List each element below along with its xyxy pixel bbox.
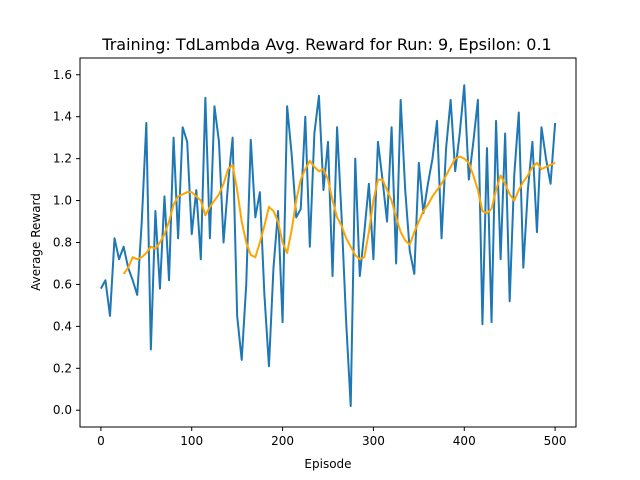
y-tick-label: 0.6 xyxy=(53,277,72,291)
x-tick-label: 400 xyxy=(453,434,476,448)
series-line-1 xyxy=(100,84,557,408)
y-axis-label: Average Reward xyxy=(29,193,43,291)
y-tick-label: 0.8 xyxy=(53,236,72,250)
y-tick-label: 1.2 xyxy=(53,152,72,166)
y-tick-label: 1.0 xyxy=(53,194,72,208)
y-tick-label: 0.2 xyxy=(53,361,72,375)
x-tick-label: 500 xyxy=(544,434,567,448)
x-tick-label: 300 xyxy=(362,434,385,448)
y-tick-label: 0.4 xyxy=(53,319,72,333)
chart-title: Training: TdLambda Avg. Reward for Run: … xyxy=(101,35,551,54)
x-tick-label: 200 xyxy=(271,434,294,448)
y-tick-label: 1.6 xyxy=(53,68,72,82)
series-layer xyxy=(100,84,557,408)
x-tick-label: 0 xyxy=(97,434,105,448)
y-ticks: 0.0 0.2 0.4 0.6 0.8 1.0 1.2 1.4 1.6 xyxy=(53,68,80,417)
x-axis-label: Episode xyxy=(304,457,351,471)
y-tick-label: 0.0 xyxy=(53,403,72,417)
x-tick-label: 100 xyxy=(180,434,203,448)
series-line-2 xyxy=(122,155,556,275)
y-tick-label: 1.4 xyxy=(53,110,72,124)
x-ticks: 0 100 200 300 400 500 xyxy=(97,427,567,448)
